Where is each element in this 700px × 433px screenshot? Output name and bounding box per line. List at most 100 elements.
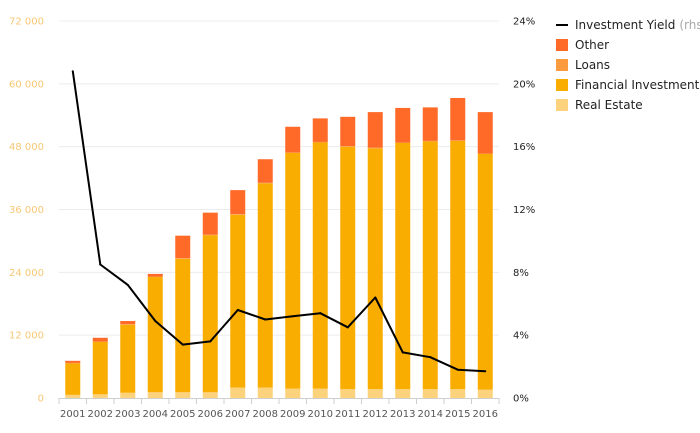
investment-yield-point	[456, 368, 459, 371]
x-tick-label: 2007	[225, 409, 250, 420]
x-tick-label: 2009	[280, 409, 305, 420]
bar-real-estate	[395, 389, 411, 398]
investment-yield-point	[484, 370, 487, 373]
bar-financial-investments	[367, 148, 383, 390]
investment-yield-point	[374, 296, 377, 299]
bar-real-estate	[312, 388, 328, 398]
y-right-tick-label: 16%	[513, 142, 535, 153]
x-tick-label: 2005	[170, 409, 195, 420]
investment-yield-point	[99, 263, 102, 266]
x-tick-label: 2011	[335, 409, 360, 420]
bar-real-estate	[92, 394, 108, 398]
x-tick-label: 2016	[473, 409, 498, 420]
bar-financial-investments	[312, 142, 328, 389]
bar-real-estate	[120, 392, 136, 398]
investment-yield-point	[401, 351, 404, 354]
bar-real-estate	[202, 392, 218, 398]
legend-swatch-real-estate	[556, 99, 568, 111]
investment-yield-point	[154, 320, 157, 323]
y-left-tick-label: 36 000	[9, 205, 44, 216]
bar-financial-investments	[202, 235, 218, 393]
legend-item-financial-investments: Financial Investments	[556, 75, 700, 95]
legend: Investment Yield (rhs) Other Loans Finan…	[556, 15, 700, 115]
bar-financial-investments	[230, 214, 246, 388]
yield-line-group	[71, 70, 487, 373]
y-left-tick-label: 60 000	[9, 79, 44, 90]
bar-financial-investments	[120, 324, 136, 393]
x-tick-label: 2004	[143, 409, 168, 420]
legend-item-loans: Loans	[556, 55, 700, 75]
bar-financial-investments	[395, 143, 411, 390]
bar-other	[312, 118, 328, 142]
bar-other	[257, 159, 273, 183]
bar-real-estate	[230, 387, 246, 398]
y-left-tick-label: 12 000	[9, 331, 44, 342]
bar-loans	[202, 234, 218, 236]
investment-yield-point	[236, 309, 239, 312]
investment-yield-point	[181, 343, 184, 346]
bar-loans	[285, 152, 301, 153]
bar-real-estate	[340, 389, 356, 398]
bar-other	[92, 337, 108, 342]
y-right-tick-label: 24%	[513, 17, 535, 28]
bar-financial-investments	[422, 141, 438, 390]
x-tick-label: 2010	[308, 409, 333, 420]
bar-real-estate	[422, 389, 438, 398]
bar-financial-investments	[285, 152, 301, 389]
investment-yield-point	[429, 356, 432, 359]
legend-label-line-suffix: (rhs)	[679, 18, 700, 32]
bar-loans	[477, 153, 493, 154]
y-left-tick-label: 48 000	[9, 142, 44, 153]
bar-other	[395, 107, 411, 143]
bar-financial-investments	[340, 146, 356, 390]
bar-other	[175, 235, 191, 259]
bar-loans	[175, 258, 191, 259]
investment-yield-point	[71, 70, 74, 73]
y-left-tick-label: 0	[38, 394, 44, 405]
investment-yield-point	[264, 318, 267, 321]
bar-loans	[92, 341, 108, 342]
y-right-tick-label: 12%	[513, 205, 535, 216]
investment-yield-point	[319, 312, 322, 315]
y-right-tick-label: 8%	[513, 268, 529, 279]
legend-swatch-financial-investments	[556, 79, 568, 91]
legend-item-real-estate: Real Estate	[556, 95, 700, 115]
legend-label-loans: Loans	[575, 58, 611, 72]
legend-label-financial-investments: Financial Investments	[575, 78, 700, 92]
x-tick-label: 2013	[390, 409, 415, 420]
x-tick-label: 2002	[88, 409, 113, 420]
bar-other	[285, 126, 301, 153]
y-left-tick-label: 24 000	[9, 268, 44, 279]
x-tick-label: 2008	[253, 409, 278, 420]
legend-label-line: Investment Yield	[575, 18, 676, 32]
y-right-tick-label: 4%	[513, 331, 529, 342]
bar-loans	[257, 182, 273, 184]
bar-financial-investments	[65, 363, 81, 395]
x-tick-label: 2001	[60, 409, 85, 420]
legend-item-other: Other	[556, 35, 700, 55]
legend-label-real-estate: Real Estate	[575, 98, 643, 112]
bar-loans	[147, 276, 163, 278]
bar-real-estate	[175, 392, 191, 398]
x-tick-label: 2003	[115, 409, 140, 420]
bar-real-estate	[450, 389, 466, 398]
investment-yield-point	[291, 315, 294, 318]
bar-loans	[65, 362, 81, 364]
bar-other	[477, 112, 493, 154]
bar-real-estate	[285, 388, 301, 398]
legend-swatch-other	[556, 39, 568, 51]
bar-other	[120, 321, 136, 325]
legend-item-line: Investment Yield (rhs)	[556, 15, 700, 35]
investment-yield-point	[346, 326, 349, 329]
bar-real-estate	[257, 387, 273, 398]
x-tick-label: 2006	[198, 409, 223, 420]
bars	[65, 97, 493, 398]
bar-financial-investments	[257, 183, 273, 388]
investment-yield-point	[209, 340, 212, 343]
y-left-tick-label: 72 000	[9, 17, 44, 28]
legend-label-other: Other	[575, 38, 610, 52]
investment-yield-point	[126, 283, 129, 286]
x-tick-label: 2014	[418, 409, 443, 420]
bar-loans	[312, 141, 328, 143]
